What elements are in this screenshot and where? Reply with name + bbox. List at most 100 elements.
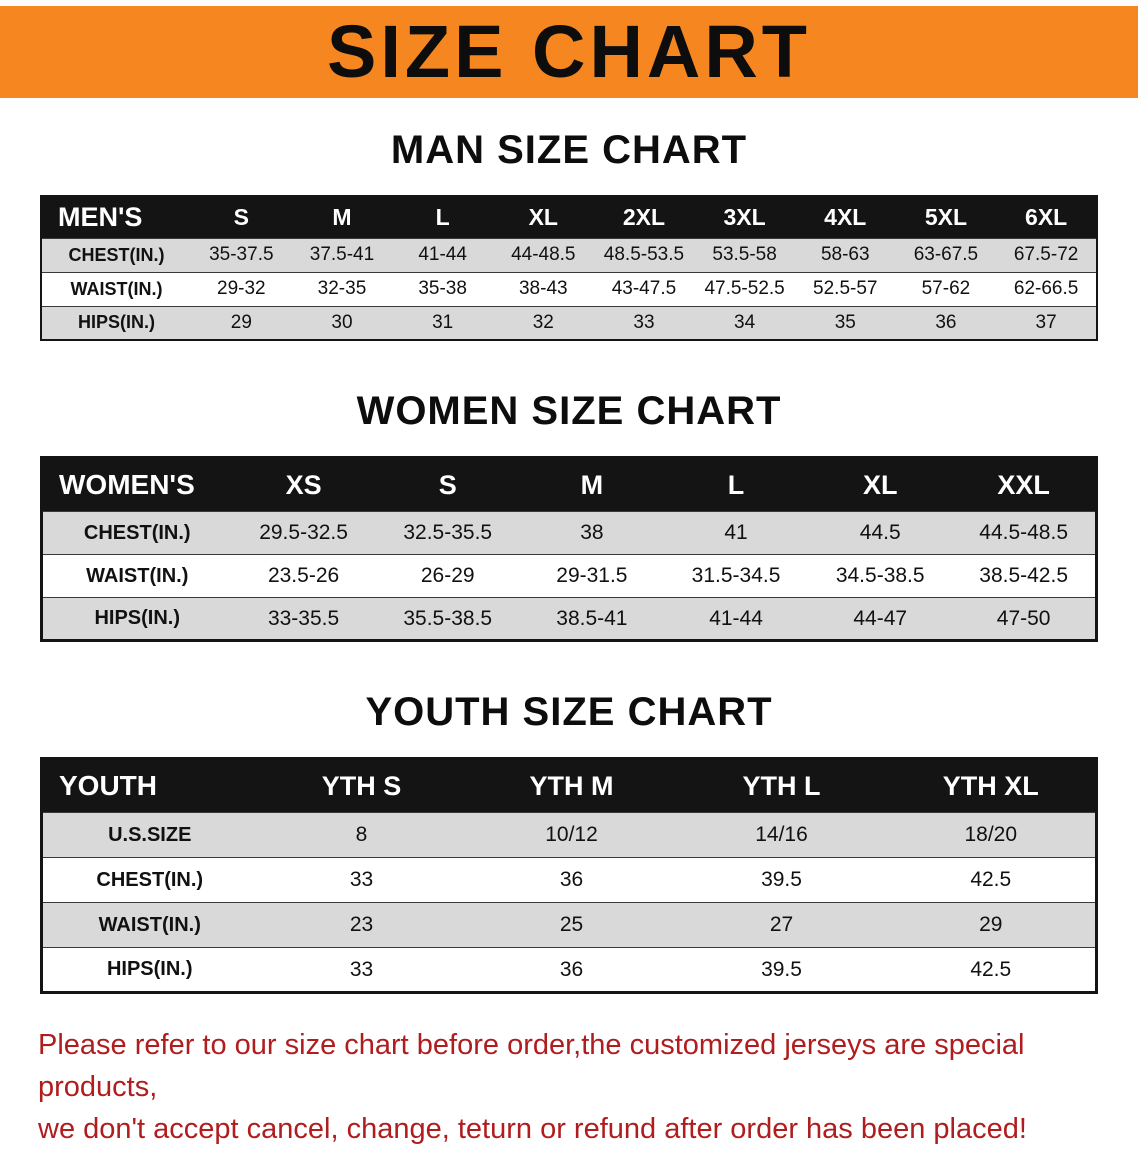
cell-value: 32-35	[291, 271, 393, 306]
cell-value: 18/20	[886, 812, 1097, 858]
table-row: WAIST(IN.) 23.5-26 26-29 29-31.5 31.5-34.5 34…	[41, 554, 1097, 598]
cell-value: 62-66.5	[996, 271, 1097, 306]
cell-value: 53.5-58	[694, 237, 795, 272]
cell-value: 38.5-41	[519, 597, 664, 641]
cell-value: 23	[256, 902, 467, 948]
cell-value: 29-32	[191, 271, 292, 306]
table-header-row: YOUTH YTH S YTH M YTH L YTH XL	[41, 758, 1097, 813]
table-group-label: MEN'S	[41, 196, 191, 238]
cell-value: 14/16	[676, 812, 887, 858]
cell-value: 29.5-32.5	[231, 511, 376, 555]
banner: SIZE CHART	[0, 6, 1138, 98]
notice-line-2: we don't accept cancel, change, teturn o…	[38, 1113, 1027, 1146]
cell-value: 36	[466, 947, 677, 993]
cell-value: 48.5-53.5	[593, 237, 695, 272]
cell-value: 29	[886, 902, 1097, 948]
table-group-label: WOMEN'S	[41, 457, 232, 512]
cell-value: 44-48.5	[492, 237, 594, 272]
table-header-row: MEN'S S M L XL 2XL 3XL 4XL 5XL 6XL	[41, 196, 1097, 238]
table-row: CHEST(IN.) 33 36 39.5 42.5	[41, 857, 1097, 903]
cell-value: 35	[794, 305, 896, 340]
column-header: L	[663, 457, 809, 512]
cell-value: 35-37.5	[191, 237, 292, 272]
cell-value: 58-63	[794, 237, 896, 272]
column-header: M	[291, 196, 393, 238]
cell-value: 44-47	[808, 597, 953, 641]
women-section-heading: WOMEN SIZE CHART	[356, 389, 782, 433]
cell-value: 63-67.5	[895, 237, 997, 272]
cell-value: 52.5-57	[794, 271, 896, 306]
column-header: 5XL	[895, 196, 997, 238]
cell-value: 30	[291, 305, 393, 340]
cell-value: 25	[466, 902, 677, 948]
table-row: U.S.SIZE 8 10/12 14/16 18/20	[41, 812, 1097, 858]
column-header: 2XL	[593, 196, 695, 238]
row-label: HIPS(IN.)	[41, 305, 191, 340]
youth-section-heading: YOUTH SIZE CHART	[365, 690, 773, 734]
cell-value: 38-43	[492, 271, 594, 306]
row-label: HIPS(IN.)	[41, 947, 257, 993]
cell-value: 41	[663, 511, 809, 555]
column-header: XXL	[952, 457, 1097, 512]
cell-value: 10/12	[466, 812, 677, 858]
cell-value: 37.5-41	[291, 237, 393, 272]
cell-value: 33	[256, 947, 467, 993]
column-header: YTH L	[676, 758, 887, 813]
table-row: CHEST(IN.) 35-37.5 37.5-41 41-44 44-48.5 48.5…	[41, 237, 1097, 272]
cell-value: 42.5	[886, 857, 1097, 903]
column-header: XS	[231, 457, 376, 512]
column-header: YTH XL	[886, 758, 1097, 813]
cell-value: 38	[519, 511, 664, 555]
cell-value: 32	[492, 305, 594, 340]
cell-value: 34	[694, 305, 795, 340]
cell-value: 8	[256, 812, 467, 858]
row-label: CHEST(IN.)	[41, 857, 257, 903]
cell-value: 37	[996, 305, 1097, 340]
column-header: S	[375, 457, 520, 512]
cell-value: 29-31.5	[519, 554, 664, 598]
women-size-section: WOMEN SIZE CHART WOMEN'S XS S M L XL XXL CHEST(…	[0, 389, 1138, 642]
cell-value: 32.5-35.5	[375, 511, 520, 555]
cell-value: 47-50	[952, 597, 1097, 641]
notice-line-1: Please refer to our size chart before or…	[38, 1029, 1025, 1104]
cell-value: 57-62	[895, 271, 997, 306]
cell-value: 33	[593, 305, 695, 340]
table-row: HIPS(IN.) 29 30 31 32 33 34 35 36 37	[41, 305, 1097, 340]
row-label: WAIST(IN.)	[41, 554, 232, 598]
cell-value: 33	[256, 857, 467, 903]
table-row: CHEST(IN.) 29.5-32.5 32.5-35.5 38 41 44.5 44.5…	[41, 511, 1097, 555]
row-label: CHEST(IN.)	[41, 511, 232, 555]
row-label: WAIST(IN.)	[41, 271, 191, 306]
men-section-heading: MAN SIZE CHART	[390, 128, 748, 172]
column-header: 6XL	[996, 196, 1097, 238]
cell-value: 23.5-26	[231, 554, 376, 598]
column-header: L	[392, 196, 493, 238]
column-header: 4XL	[794, 196, 896, 238]
row-label: WAIST(IN.)	[41, 902, 257, 948]
cell-value: 44.5-48.5	[952, 511, 1097, 555]
column-header: 3XL	[694, 196, 795, 238]
table-row: HIPS(IN.) 33-35.5 35.5-38.5 38.5-41 41-44 44-…	[41, 597, 1097, 641]
table-header-row: WOMEN'S XS S M L XL XXL	[41, 457, 1097, 512]
cell-value: 36	[895, 305, 997, 340]
cell-value: 34.5-38.5	[808, 554, 953, 598]
row-label: HIPS(IN.)	[41, 597, 232, 641]
row-label: CHEST(IN.)	[41, 237, 191, 272]
women-size-table: WOMEN'S XS S M L XL XXL CHEST(IN.) 29.5-32.5 32.5…	[40, 456, 1098, 642]
cell-value: 26-29	[375, 554, 520, 598]
cell-value: 38.5-42.5	[952, 554, 1097, 598]
cell-value: 39.5	[676, 947, 887, 993]
cell-value: 41-44	[392, 237, 493, 272]
cell-value: 44.5	[808, 511, 953, 555]
men-size-table: MEN'S S M L XL 2XL 3XL 4XL 5XL 6XL CHEST(IN.) 35-37…	[40, 195, 1098, 341]
cell-value: 27	[676, 902, 887, 948]
column-header: XL	[492, 196, 594, 238]
cell-value: 35.5-38.5	[375, 597, 520, 641]
cell-value: 42.5	[886, 947, 1097, 993]
row-label: U.S.SIZE	[41, 812, 257, 858]
table-group-label: YOUTH	[41, 758, 257, 813]
men-size-section: MAN SIZE CHART MEN'S S M L XL 2XL 3XL 4XL 5XL 6XL…	[0, 128, 1138, 341]
column-header: YTH M	[466, 758, 677, 813]
cell-value: 36	[466, 857, 677, 903]
